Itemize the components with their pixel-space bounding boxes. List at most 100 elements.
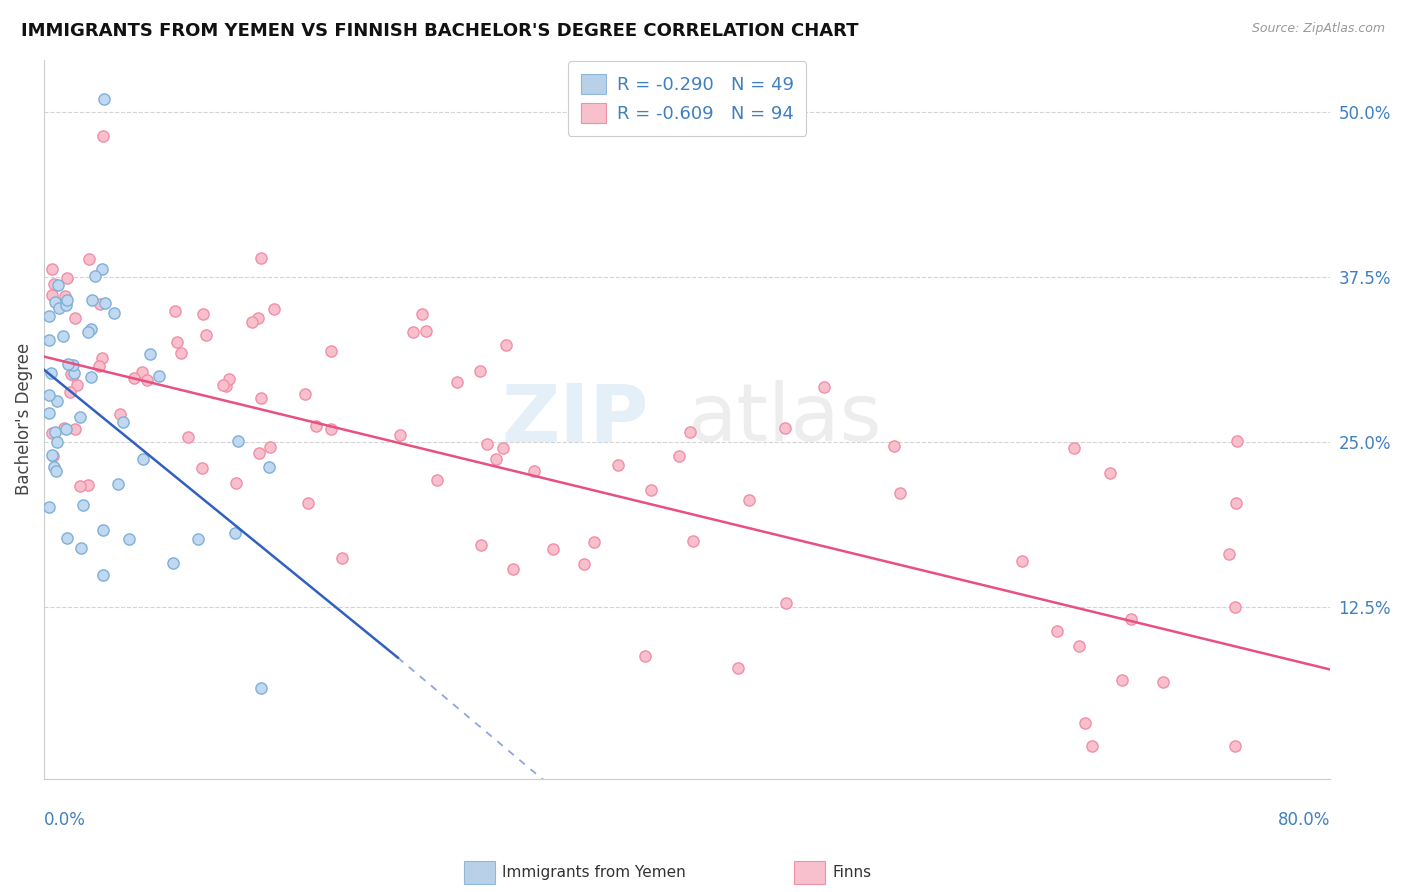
Point <box>45 464 67 478</box>
Point <box>446 375 468 389</box>
Point <box>249 391 271 405</box>
Point <box>63 421 86 435</box>
Point <box>38 406 60 420</box>
Point <box>103 305 125 319</box>
Point <box>56 531 79 545</box>
Point <box>491 441 513 455</box>
Point <box>259 440 281 454</box>
Text: IMMIGRANTS FROM YEMEN VS FINNISH BACHELOR'S DEGREE CORRELATION CHART: IMMIGRANTS FROM YEMEN VS FINNISH BACHELO… <box>21 22 859 40</box>
Point <box>56 271 79 285</box>
Point <box>401 325 423 339</box>
Point <box>55 298 77 312</box>
Point <box>583 534 606 549</box>
Point <box>66 378 89 392</box>
Point <box>388 428 411 442</box>
Point <box>46 435 69 450</box>
Point <box>139 347 162 361</box>
Point <box>79 322 101 336</box>
Point <box>1223 739 1246 753</box>
Point <box>1223 600 1246 615</box>
Point <box>91 567 114 582</box>
Point <box>321 344 343 359</box>
Point <box>247 310 270 325</box>
Point <box>1046 624 1069 638</box>
Point <box>1074 715 1097 730</box>
Point <box>41 288 63 302</box>
Point <box>495 338 517 352</box>
Point <box>1011 554 1033 568</box>
Point <box>38 333 60 347</box>
Point <box>177 430 200 444</box>
Point <box>294 386 316 401</box>
Point <box>1081 739 1104 753</box>
Legend: R = -0.290   N = 49, R = -0.609   N = 94: R = -0.290 N = 49, R = -0.609 N = 94 <box>568 62 806 136</box>
Text: 0.0%: 0.0% <box>44 812 86 830</box>
Point <box>56 357 79 371</box>
Point <box>44 277 66 291</box>
Point <box>91 523 114 537</box>
Point <box>108 407 131 421</box>
Point <box>84 268 107 283</box>
Point <box>187 532 209 546</box>
Point <box>170 346 193 360</box>
Point <box>889 486 911 500</box>
Point <box>330 550 353 565</box>
Point <box>42 459 65 474</box>
Point <box>42 449 65 463</box>
Point <box>297 496 319 510</box>
Point <box>607 458 630 472</box>
Point <box>38 309 60 323</box>
Text: atlas: atlas <box>688 380 882 458</box>
Point <box>411 307 433 321</box>
Point <box>53 421 76 435</box>
Point <box>38 388 60 402</box>
Point <box>1063 441 1085 455</box>
Point <box>226 434 249 449</box>
Text: ZIP: ZIP <box>502 380 648 458</box>
Point <box>41 425 63 440</box>
Point <box>775 420 797 434</box>
Point <box>813 380 835 394</box>
Point <box>131 365 153 379</box>
Point <box>640 483 662 497</box>
Point <box>247 446 270 460</box>
Point <box>1069 639 1091 653</box>
Point <box>162 556 184 570</box>
Point <box>93 92 115 106</box>
Point <box>523 464 546 478</box>
Point <box>775 595 797 609</box>
Point <box>218 372 240 386</box>
Point <box>668 450 690 464</box>
Point <box>415 324 437 338</box>
Point <box>44 295 66 310</box>
Point <box>263 301 285 316</box>
Point <box>225 475 247 490</box>
Point <box>77 326 100 340</box>
Point <box>195 327 218 342</box>
Y-axis label: Bachelor's Degree: Bachelor's Degree <box>15 343 32 495</box>
Point <box>76 477 98 491</box>
Point <box>46 393 69 408</box>
Point <box>1119 611 1142 625</box>
Point <box>60 367 83 381</box>
Point <box>70 541 93 556</box>
Point <box>738 493 761 508</box>
Point <box>485 452 508 467</box>
Point <box>63 366 86 380</box>
Point <box>883 439 905 453</box>
Point <box>679 425 702 439</box>
Point <box>44 425 66 439</box>
Point <box>107 476 129 491</box>
Point <box>541 542 564 557</box>
Point <box>77 252 100 266</box>
Point <box>89 296 111 310</box>
Point <box>224 525 246 540</box>
Point <box>132 451 155 466</box>
Point <box>250 681 273 696</box>
Point <box>211 377 233 392</box>
Point <box>191 461 214 475</box>
Point <box>682 534 704 549</box>
Point <box>215 378 238 392</box>
Point <box>165 303 187 318</box>
Text: Finns: Finns <box>832 865 872 880</box>
